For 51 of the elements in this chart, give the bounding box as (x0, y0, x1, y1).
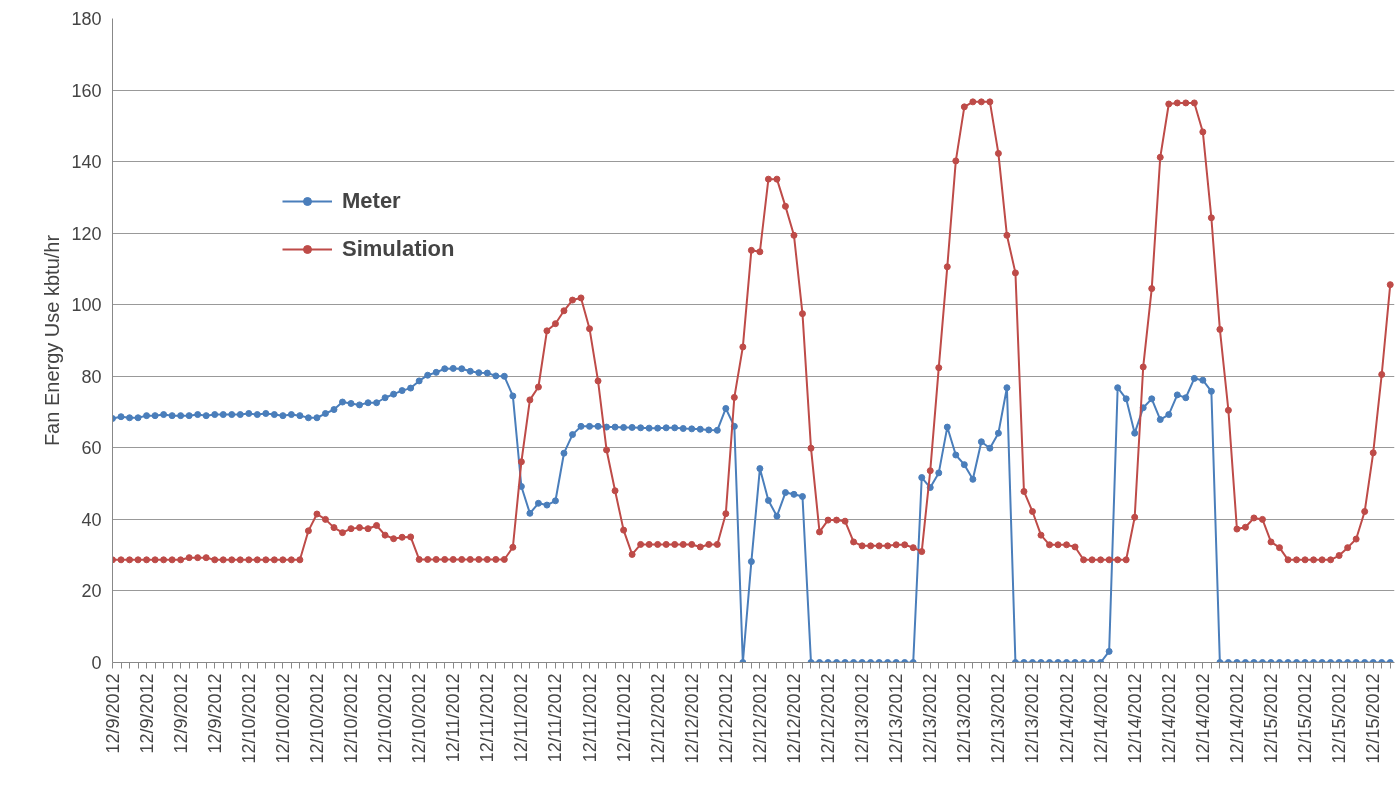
legend-label: Simulation (342, 236, 455, 262)
y-tick-label: 120 (71, 223, 102, 244)
x-tick-label: 12/12/2012 (681, 673, 702, 764)
x-tick-label: 12/11/2012 (613, 673, 634, 763)
x-tick-label: 12/14/2012 (1158, 673, 1179, 764)
y-tick-label: 40 (81, 509, 102, 530)
x-tick-label: 12/15/2012 (1329, 673, 1350, 764)
x-tick-label: 12/9/2012 (102, 673, 123, 754)
x-tick-label: 12/13/2012 (954, 673, 975, 764)
y-axis-title: Fan Energy Use kbtu/hr (41, 234, 64, 447)
x-tick-label: 12/14/2012 (1090, 673, 1111, 764)
x-tick-label: 12/13/2012 (988, 673, 1009, 764)
x-tick-label: 12/11/2012 (477, 673, 498, 763)
x-tick-label: 12/9/2012 (170, 673, 191, 754)
x-tick-label: 12/14/2012 (1056, 673, 1077, 764)
y-tick-label: 0 (91, 653, 102, 673)
x-tick-label: 12/13/2012 (886, 673, 907, 764)
legend-label: Meter (342, 188, 401, 214)
x-tick-label: 12/12/2012 (749, 673, 770, 764)
x-tick-label: 12/9/2012 (136, 673, 157, 754)
x-tick-label: 12/13/2012 (920, 673, 941, 764)
x-tick-label: 12/12/2012 (715, 673, 736, 764)
x-tick-label: 12/13/2012 (1022, 673, 1043, 764)
y-tick-label: 20 (81, 581, 102, 602)
x-tick-label: 12/13/2012 (852, 673, 873, 764)
y-tick-label: 140 (71, 152, 102, 173)
x-tick-label: 12/11/2012 (579, 673, 600, 763)
y-tick-label: 160 (71, 80, 102, 101)
y-tick-label: 80 (81, 366, 102, 387)
x-tick-label: 12/14/2012 (1124, 673, 1145, 764)
x-tick-label: 12/11/2012 (545, 673, 566, 763)
x-tick-label: 12/11/2012 (511, 673, 532, 763)
x-tick-label: 12/15/2012 (1295, 673, 1316, 764)
x-tick-label: 12/12/2012 (783, 673, 804, 764)
x-tick-label: 12/10/2012 (341, 673, 362, 764)
x-tick-label: 12/11/2012 (443, 673, 464, 763)
y-tick-label: 60 (81, 438, 102, 459)
x-tick-label: 12/10/2012 (409, 673, 430, 764)
x-tick-label: 12/10/2012 (306, 673, 327, 764)
x-tick-label: 12/12/2012 (818, 673, 839, 764)
x-tick-label: 12/15/2012 (1260, 673, 1281, 764)
x-tick-label: 12/12/2012 (647, 673, 668, 764)
x-tick-label: 12/10/2012 (272, 673, 293, 764)
x-tick-label: 12/10/2012 (375, 673, 396, 764)
x-tick-label: 12/10/2012 (238, 673, 259, 764)
y-tick-label: 100 (71, 295, 102, 316)
x-tick-label: 12/14/2012 (1226, 673, 1247, 764)
x-tick-label: 12/14/2012 (1192, 673, 1213, 764)
y-tick-label: 180 (71, 9, 102, 29)
x-tick-label: 12/9/2012 (204, 673, 225, 754)
x-tick-label: 12/15/2012 (1363, 673, 1384, 764)
